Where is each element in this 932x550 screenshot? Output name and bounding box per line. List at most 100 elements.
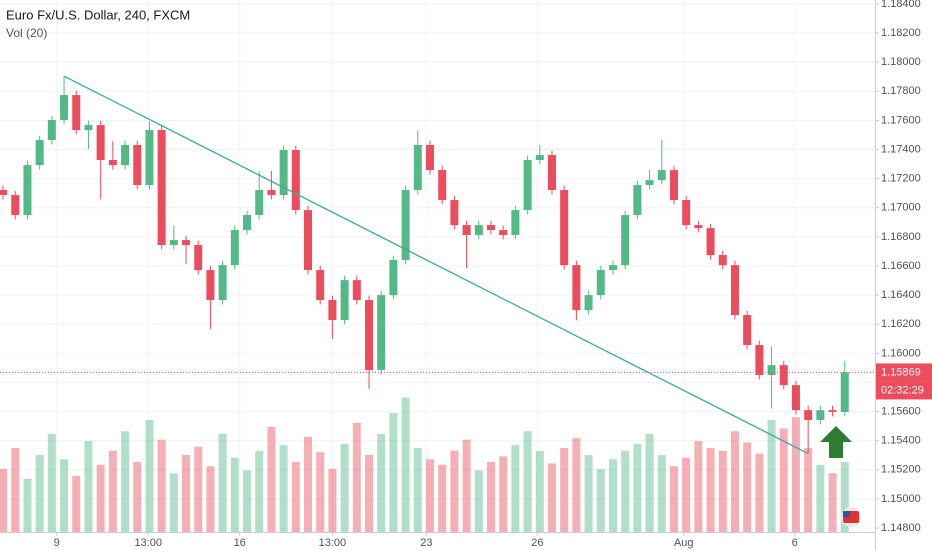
volume-bar: [816, 464, 825, 532]
volume-bar: [743, 442, 752, 532]
candle-body: [108, 160, 117, 166]
volume-bar: [755, 453, 764, 532]
volume-bar: [718, 450, 727, 532]
volume-bar: [243, 470, 252, 532]
volume-bar: [669, 466, 678, 532]
volume-bar: [413, 448, 422, 532]
last-price-box: [876, 363, 932, 382]
countdown-label: 02:32:29: [881, 384, 924, 396]
volume-bar: [584, 455, 593, 532]
candle-body: [608, 265, 617, 271]
volume-bar: [474, 470, 483, 532]
volume-bar: [462, 439, 471, 532]
volume-bar: [706, 448, 715, 532]
volume-bar: [657, 455, 666, 532]
volume-bar: [389, 413, 398, 532]
x-tick-label: 6: [792, 537, 798, 549]
candle-body: [657, 170, 666, 181]
volume-bar: [450, 450, 459, 532]
y-tick-label: 1.16400: [881, 289, 921, 301]
countdown-box: [876, 381, 932, 400]
volume-bar: [340, 443, 349, 532]
volume-bar: [523, 431, 532, 532]
candle-body: [47, 119, 56, 141]
volume-bar: [352, 422, 361, 532]
volume-bar: [35, 455, 44, 532]
candle-body: [535, 155, 544, 161]
volume-bar: [401, 397, 410, 532]
volume-bar: [267, 427, 276, 532]
candle-body: [462, 225, 471, 235]
candle-body: [194, 245, 203, 271]
x-tick-label: Aug: [674, 537, 694, 549]
candle-body: [828, 410, 837, 413]
volume-bar: [645, 434, 654, 532]
candle-body: [425, 145, 434, 171]
volume-bar: [365, 455, 374, 532]
x-tick-label: 26: [531, 537, 543, 549]
candle-body: [596, 270, 605, 296]
candle-body: [279, 149, 288, 196]
candle-body: [328, 300, 337, 321]
volume-bar: [255, 450, 264, 532]
volume-label: Vol (20): [6, 26, 47, 40]
candle-body: [804, 410, 813, 421]
candle-body: [304, 210, 313, 271]
volume-bar: [11, 448, 20, 532]
candle-body: [84, 125, 93, 131]
candle-body: [560, 190, 569, 266]
candle-body: [706, 228, 715, 256]
y-tick-label: 1.17200: [881, 173, 921, 185]
candle-body: [255, 190, 264, 216]
volume-bar: [316, 452, 325, 532]
volume-bar: [633, 443, 642, 532]
volume-bar: [621, 450, 630, 532]
candle-body: [584, 295, 593, 311]
volume-bar: [596, 469, 605, 532]
candle-body: [621, 215, 630, 266]
x-tick-label: 16: [234, 537, 246, 549]
volume-bar: [377, 434, 386, 532]
candle-body: [145, 130, 154, 186]
volume-bar: [279, 445, 288, 532]
volume-bar: [0, 469, 8, 532]
volume-bar: [791, 417, 800, 532]
volume-bar: [682, 457, 691, 532]
volume-bar: [157, 439, 166, 532]
candle-body: [486, 225, 495, 231]
candle-body: [121, 145, 130, 166]
volume-bar: [328, 469, 337, 532]
volume-bar: [84, 441, 93, 532]
volume-bar: [499, 456, 508, 532]
candle-body: [499, 230, 508, 235]
volume-bar: [804, 448, 813, 532]
volume-bar: [730, 431, 739, 532]
y-tick-label: 1.16800: [881, 231, 921, 243]
volume-bar: [96, 464, 105, 532]
volume-bar: [779, 428, 788, 532]
volume-bar: [121, 431, 130, 532]
candle-body: [743, 315, 752, 346]
last-price-label: 1.15869: [881, 366, 921, 378]
chart-title: Euro Fx/U.S. Dollar, 240, FXCM: [6, 7, 190, 22]
y-tick-label: 1.16600: [881, 260, 921, 272]
y-tick-label: 1.17800: [881, 85, 921, 97]
candle-body: [230, 230, 239, 266]
candle-body: [474, 225, 483, 235]
volume-bar: [291, 462, 300, 532]
volume-bar: [438, 464, 447, 532]
candle-body: [816, 410, 825, 421]
volume-bar: [133, 462, 142, 532]
candle-body: [523, 160, 532, 211]
y-tick-label: 1.17400: [881, 143, 921, 155]
volume-bar: [72, 476, 81, 532]
candle-body: [72, 95, 81, 131]
volume-bar: [206, 466, 215, 532]
candle-body: [645, 180, 654, 186]
candle-body: [96, 125, 105, 161]
volume-bar: [840, 462, 849, 532]
candle-body: [182, 240, 191, 246]
candle-body: [389, 260, 398, 296]
volume-bar: [47, 434, 56, 532]
